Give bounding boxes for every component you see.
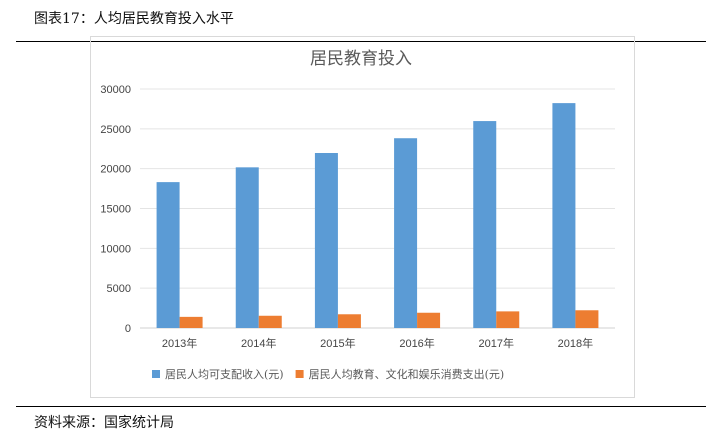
- bar-income-2018年: [552, 103, 576, 328]
- y-tick-label: 0: [125, 323, 131, 335]
- bar-education-2013年: [179, 316, 203, 328]
- x-tick-label: 2015年: [320, 336, 355, 350]
- bar-education-2018年: [575, 310, 599, 328]
- chart-title: 居民教育投入: [310, 49, 412, 69]
- x-tick-label: 2014年: [241, 336, 276, 350]
- x-tick-label: 2016年: [399, 336, 434, 350]
- legend-swatch: [295, 370, 304, 378]
- bar-education-2017年: [496, 311, 520, 328]
- source-note: 资料来源：国家统计局: [34, 415, 174, 431]
- legend-label: 居民人均可支配收入(元): [165, 367, 284, 381]
- chart-frame: [90, 36, 635, 398]
- bar-income-2013年: [156, 182, 180, 328]
- legend-label: 居民人均教育、文化和娱乐消费支出(元): [309, 367, 505, 381]
- bar-income-2015年: [314, 153, 338, 328]
- legend-swatch: [152, 370, 160, 378]
- y-tick-label: 30000: [100, 84, 131, 96]
- y-tick-label: 15000: [100, 204, 131, 216]
- bar-income-2016年: [394, 138, 418, 328]
- y-tick-label: 5000: [107, 283, 131, 295]
- y-tick-label: 10000: [100, 243, 131, 255]
- y-tick-label: 25000: [100, 124, 131, 136]
- x-tick-label: 2018年: [558, 336, 593, 350]
- y-tick-label: 20000: [100, 164, 131, 176]
- bar-income-2017年: [473, 121, 497, 329]
- x-tick-label: 2017年: [479, 336, 514, 350]
- bar-education-2014年: [258, 315, 282, 328]
- top-divider: [16, 41, 706, 42]
- bottom-divider: [16, 406, 706, 407]
- x-tick-label: 2013年: [162, 336, 197, 350]
- bar-education-2016年: [417, 312, 441, 328]
- bar-education-2015年: [337, 314, 361, 328]
- figure-caption: 图表17：人均居民教育投入水平: [34, 11, 234, 27]
- bar-income-2014年: [235, 167, 259, 328]
